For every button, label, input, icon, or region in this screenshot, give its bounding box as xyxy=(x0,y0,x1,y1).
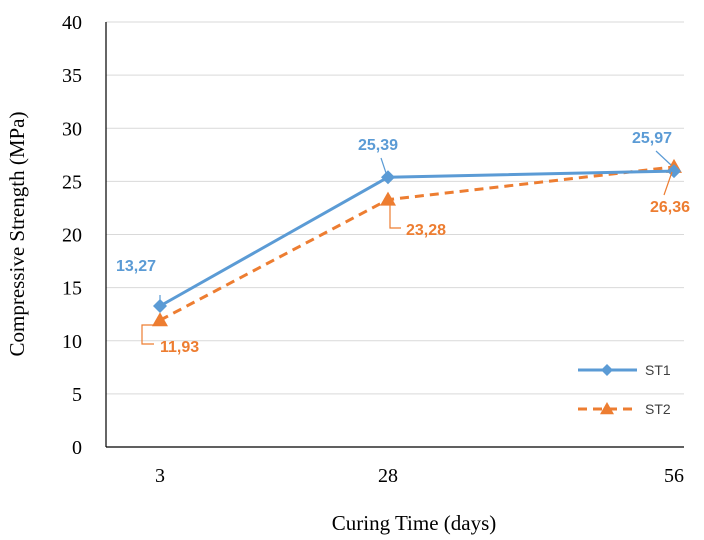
y-tick-label: 30 xyxy=(62,118,82,140)
y-tick-label: 0 xyxy=(72,437,82,459)
data-label-leader xyxy=(389,205,401,229)
point-marker xyxy=(153,299,167,314)
series-layer xyxy=(152,158,682,327)
point-marker xyxy=(381,170,395,185)
legend: ST1 ST2 xyxy=(578,362,671,417)
x-tick-label: 56 xyxy=(664,465,684,487)
y-axis-title: Compressive Strength (MPa) xyxy=(5,112,29,357)
axes xyxy=(105,22,684,448)
legend-label: ST1 xyxy=(645,362,671,378)
x-axis-title: Curing Time (days) xyxy=(332,511,497,535)
y-axis-ticks: 0 5 10 15 20 25 30 35 40 xyxy=(62,12,82,459)
data-label: 13,27 xyxy=(116,258,156,275)
y-tick-label: 40 xyxy=(62,12,82,34)
data-label-leader xyxy=(663,171,673,196)
data-label: 26,36 xyxy=(650,199,690,216)
data-label: 23,28 xyxy=(406,222,446,239)
data-label: 25,39 xyxy=(358,137,398,154)
x-tick-label: 28 xyxy=(378,465,398,487)
y-tick-label: 20 xyxy=(62,225,82,247)
data-label-leader xyxy=(655,150,672,166)
x-axis-ticks: 3 28 56 xyxy=(155,465,684,487)
data-labels-layer: 13,27 25,39 25,97 11,93 23,28 26,36 xyxy=(116,130,690,356)
point-marker xyxy=(601,364,613,376)
data-label-leader xyxy=(141,324,161,345)
point-marker xyxy=(152,312,168,327)
y-tick-label: 25 xyxy=(62,171,82,193)
data-label: 11,93 xyxy=(160,339,199,356)
series-line-st2 xyxy=(159,165,675,322)
data-label: 25,97 xyxy=(632,130,672,147)
point-marker xyxy=(600,402,614,415)
y-tick-label: 15 xyxy=(62,278,82,300)
data-label-leader xyxy=(380,157,387,174)
grid-lines xyxy=(106,21,684,395)
y-tick-label: 10 xyxy=(62,331,82,353)
x-tick-label: 3 xyxy=(155,465,165,487)
legend-label: ST2 xyxy=(645,401,671,417)
y-tick-label: 35 xyxy=(62,65,82,87)
y-tick-label: 5 xyxy=(72,384,82,406)
point-marker xyxy=(380,191,396,206)
